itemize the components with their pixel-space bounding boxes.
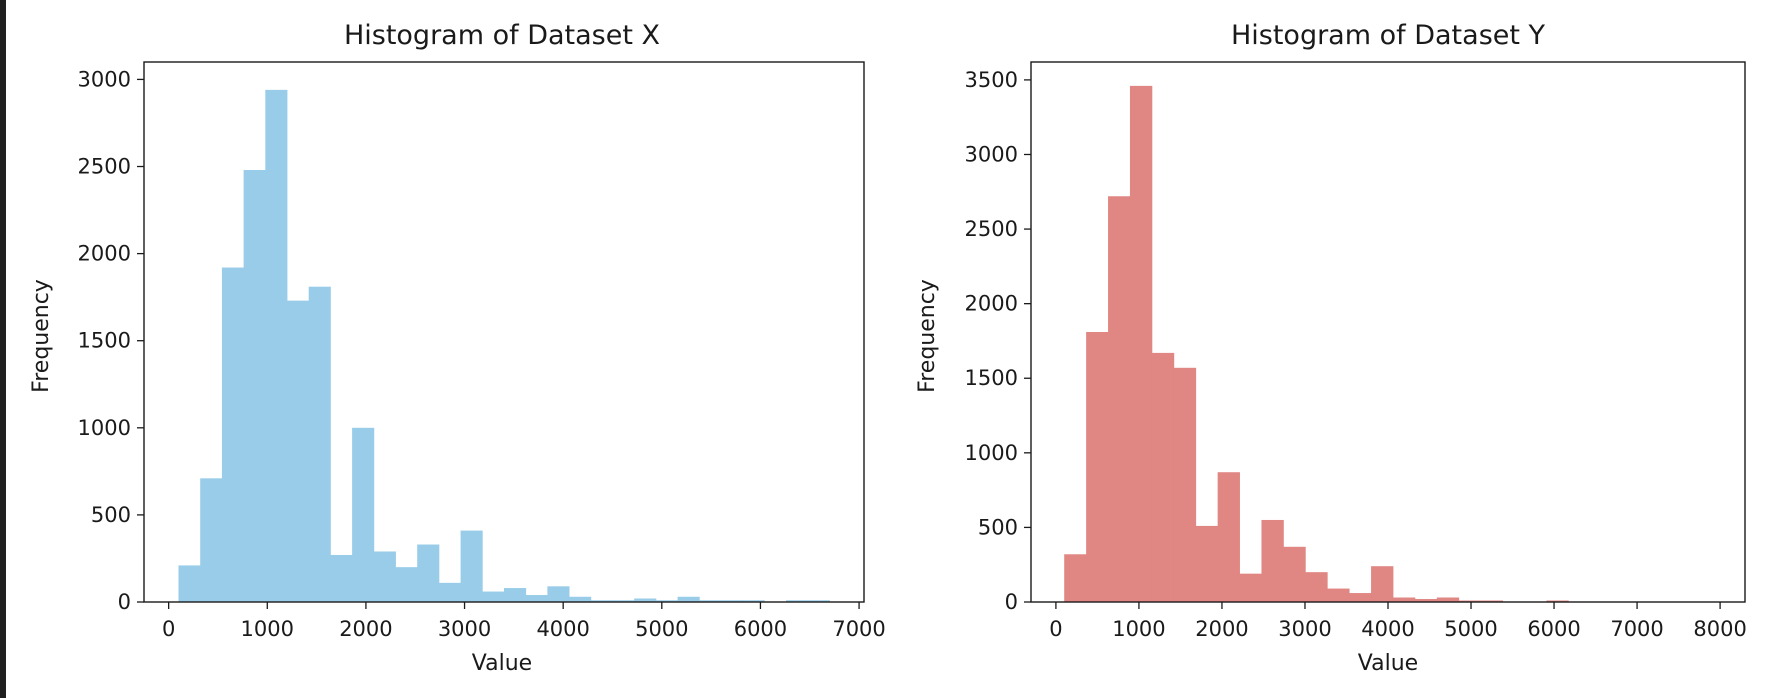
histogram-bar-x — [352, 427, 375, 602]
plot-area-y: 0 1000 2000 3000 4000 5000 6000 7000 8000 0 500 100… — [965, 61, 1747, 641]
y-tick-label-x: 1000 — [78, 416, 131, 440]
histogram-bar-x — [265, 89, 288, 603]
x-tick-label-x: 0 — [162, 617, 175, 641]
x-tick-label-y: 5000 — [1444, 617, 1497, 641]
histogram-bar-x — [590, 600, 613, 602]
x-tick-label-x: 3000 — [438, 617, 491, 641]
histogram-bar-y — [1458, 600, 1482, 602]
histogram-bar-x — [786, 600, 809, 602]
histogram-bar-x — [417, 544, 440, 602]
histogram-bar-y — [1195, 525, 1219, 602]
y-tick-label-x: 1500 — [78, 329, 131, 353]
x-tick-label-y: 7000 — [1610, 617, 1663, 641]
histogram-bar-x — [742, 600, 765, 602]
histogram-bar-y — [1414, 599, 1438, 602]
y-tick-label-x: 3000 — [78, 67, 131, 91]
x-tick-label-x: 1000 — [241, 617, 294, 641]
histogram-bar-x — [438, 582, 461, 602]
histogram-bar-y — [1064, 554, 1087, 602]
x-tick-label-y: 4000 — [1361, 617, 1414, 641]
y-tick-label-y: 0 — [1005, 590, 1018, 614]
histogram-bar-x — [395, 567, 418, 602]
histogram-bar-y — [1392, 597, 1416, 602]
histogram-bar-x — [178, 565, 201, 602]
y-tick-label-y: 2000 — [965, 292, 1018, 316]
histogram-bar-x — [525, 595, 548, 602]
y-tick-label-y: 3000 — [965, 142, 1018, 166]
y-tick-label-y: 1000 — [965, 441, 1018, 465]
y-tick-label-y: 500 — [978, 515, 1018, 539]
histogram-bar-x — [807, 600, 830, 602]
histogram-bar-y — [1371, 566, 1394, 602]
histogram-bar-y — [1349, 593, 1372, 602]
x-tick-label-y: 0 — [1049, 617, 1062, 641]
y-tick-label-y: 2500 — [965, 217, 1018, 241]
x-tick-label-y: 8000 — [1693, 617, 1746, 641]
chart-title-x: Histogram of Dataset X — [344, 20, 660, 51]
x-tick-label-y: 2000 — [1195, 617, 1248, 641]
histogram-bar-y — [1327, 588, 1350, 602]
histogram-bar-y — [1261, 519, 1284, 602]
histogram-bar-x — [200, 478, 223, 602]
histogram-bar-x — [699, 600, 722, 602]
y-tick-label-y: 1500 — [965, 366, 1018, 390]
axes-frame-x — [143, 61, 865, 603]
histogram-bar-y — [1239, 573, 1262, 602]
y-tick-label-x: 0 — [118, 590, 131, 614]
histogram-bar-x — [287, 300, 310, 602]
histogram-bar-y — [1305, 572, 1328, 602]
x-tick-label-y: 1000 — [1112, 617, 1165, 641]
x-tick-label-x: 7000 — [832, 617, 885, 641]
histogram-bar-x — [373, 551, 396, 602]
x-axis-label-x: Value — [472, 651, 532, 676]
histogram-bar-x — [243, 170, 266, 602]
histogram-bar-y — [1480, 600, 1503, 602]
y-tick-label-x: 2500 — [78, 155, 131, 179]
y-tick-label-x: 500 — [91, 503, 131, 527]
x-tick-label-y: 6000 — [1527, 617, 1580, 641]
histogram-bar-x — [677, 596, 700, 602]
histogram-bar-x — [547, 586, 570, 602]
y-axis-label-y: Frequency — [915, 279, 940, 393]
histogram-bar-x — [308, 286, 331, 602]
histogram-bar-y — [1129, 85, 1153, 603]
histogram-bar-y — [1436, 597, 1460, 602]
histogram-bar-x — [612, 600, 635, 602]
histogram-bar-y — [1217, 472, 1240, 602]
histogram-bar-x — [482, 591, 505, 602]
histogram-bar-y — [1546, 600, 1569, 602]
histogram-bar-x — [221, 267, 245, 602]
histogram-bar-x — [460, 530, 483, 602]
histogram-bar-y — [1108, 196, 1131, 602]
x-tick-label-x: 4000 — [536, 617, 589, 641]
y-tick-label-y: 3500 — [965, 68, 1018, 92]
x-tick-label-x: 6000 — [734, 617, 787, 641]
histogram-bar-x — [504, 588, 527, 602]
histogram-bar-x — [569, 596, 592, 602]
histogram-bar-y — [1086, 332, 1109, 602]
histogram-bar-x — [720, 600, 744, 602]
x-tick-label-x: 5000 — [635, 617, 688, 641]
window-edge — [0, 0, 6, 698]
y-tick-label-x: 2000 — [78, 242, 131, 266]
chart-title-y: Histogram of Dataset Y — [1231, 20, 1546, 51]
x-tick-label-x: 2000 — [339, 617, 392, 641]
histogram-bar-x — [655, 600, 678, 602]
plot-area-x: 0 1000 2000 3000 4000 5000 6000 7000 0 500 1000 150… — [78, 61, 886, 641]
histogram-bar-x — [634, 598, 657, 602]
histogram-bar-y — [1173, 367, 1197, 602]
x-axis-label-y: Value — [1358, 651, 1418, 676]
y-axis-label-x: Frequency — [29, 279, 54, 393]
histogram-bar-x — [330, 554, 353, 602]
histogram-bar-y — [1151, 352, 1175, 602]
x-tick-label-y: 3000 — [1278, 617, 1331, 641]
histogram-bar-y — [1283, 546, 1306, 602]
